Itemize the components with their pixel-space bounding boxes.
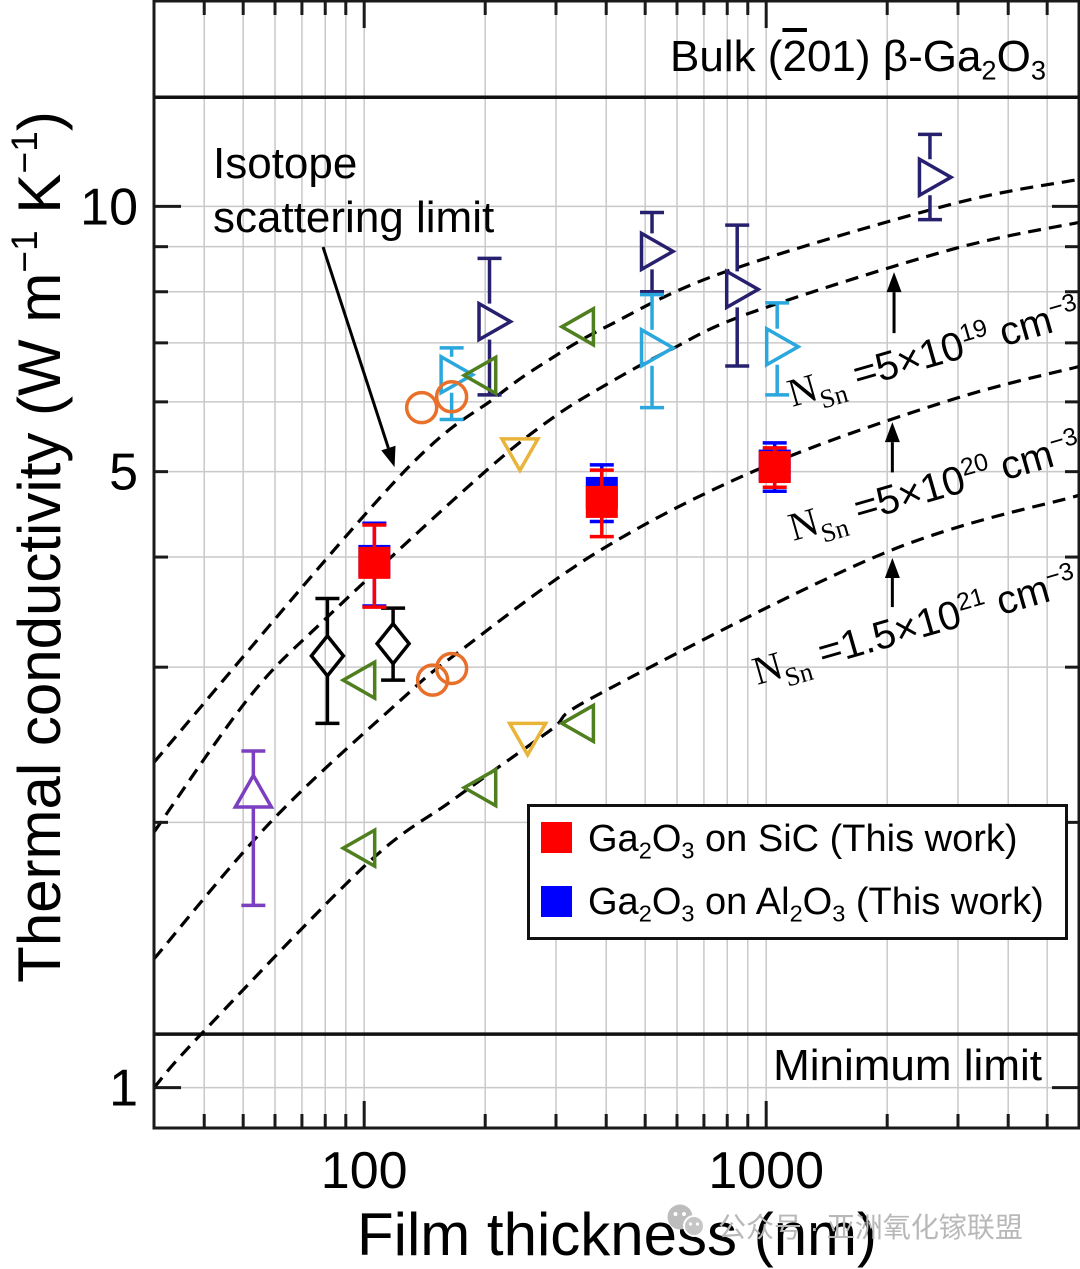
reference-lines [154, 95, 1079, 1036]
arrow-head-icon [884, 422, 900, 443]
triangle-left-marker [339, 659, 377, 702]
legend-label-al2o3: Ga2O3 on Al2O3 (This work) [588, 883, 1044, 933]
triangle-right-marker [917, 156, 955, 199]
arrow-head-icon [886, 272, 902, 293]
triangle-left-marker [339, 827, 377, 870]
text-run: on SiC (This work) [694, 818, 1018, 860]
triangle-left-marker [558, 702, 596, 745]
y-tick-label: 1 [109, 1060, 138, 1118]
square-marker [585, 485, 618, 518]
text-run: cm [980, 566, 1055, 627]
circle-marker [404, 390, 439, 425]
tick-labels: 100 1000 1 5 10 [80, 178, 824, 1200]
triangle-right-marker [477, 300, 515, 343]
text-run: 01) β-Ga [806, 32, 982, 81]
superscript-text: −1 [3, 230, 45, 273]
text-run: Thermal conductivity (W m [6, 272, 74, 983]
y-tick-label: 10 [80, 178, 138, 236]
isotope-limit-curve [154, 177, 1079, 764]
overlined-text: 2 [782, 32, 807, 81]
x-tick-label: 1000 [708, 1142, 824, 1200]
square-marker [358, 546, 391, 579]
text-run: cm [984, 432, 1059, 493]
subscript-text: 2 [638, 900, 652, 927]
text-run: O [996, 32, 1031, 81]
legend: Ga2O3 on SiC (This work) Ga2O3 on Al2O3 … [527, 804, 1068, 940]
isotope-label-line-1: Isotope [213, 139, 357, 188]
arrow-head-icon [381, 445, 396, 468]
model-curves [154, 177, 1079, 1089]
subscript-text: 2 [981, 54, 997, 86]
triangle-left-marker [460, 766, 498, 809]
text-run: O [802, 881, 833, 923]
diamond-marker [309, 633, 346, 679]
x-axis-label: Film thickness (nm) [357, 1201, 877, 1268]
x-tick-label: 100 [321, 1142, 408, 1200]
triangle-right-marker [724, 268, 762, 311]
bulk-limit-label: Bulk (201) β-Ga2O3 [670, 35, 1046, 93]
isotope-label-line-2: scattering limit [213, 193, 494, 242]
legend-swatch-al2o3 [541, 886, 572, 917]
axis-ticks [154, 1, 1079, 1128]
triangle-right-marker [639, 230, 677, 273]
text-run: Ga [588, 881, 639, 923]
legend-swatch-sic [541, 822, 572, 853]
doping-1p5e21-curve [154, 493, 1079, 1089]
data-markers [232, 132, 955, 908]
text-run: O [651, 818, 682, 860]
text-run: Ga [588, 818, 639, 860]
subscript-text: 3 [681, 837, 695, 864]
subscript-text: 3 [681, 900, 695, 927]
minimum-limit-label: Minimum limit [773, 1041, 1042, 1090]
text-run: Bulk ( [669, 32, 783, 81]
circle-marker [434, 651, 469, 686]
doping-5e20-curve [154, 364, 1079, 960]
arrow-head-icon [884, 558, 900, 579]
superscript-text: −3 [1046, 422, 1080, 457]
circle-marker [434, 380, 469, 414]
plot-frame [152, 0, 1080, 1130]
text-run: on Al [694, 881, 790, 923]
subscript-text: 2 [789, 900, 803, 927]
y-axis-label: Thermal conductivity (W m−1 K−1) [0, 97, 73, 997]
subscript-text: 3 [832, 900, 846, 927]
subscript-text: 2 [638, 837, 652, 864]
watermark-text: 公众号 · 亚洲氧化镓联盟 [718, 1212, 1023, 1243]
text-run: (This work) [845, 881, 1044, 923]
triangle-left-marker [460, 354, 498, 397]
triangle-left-marker [558, 305, 596, 348]
circle-marker [415, 663, 450, 697]
text-run: ) [6, 111, 74, 132]
wechat-icon [667, 1204, 705, 1237]
triangle-right-marker [639, 326, 677, 369]
annotation-arrow-shaft [321, 246, 390, 449]
doping-5e19-curve [154, 220, 1079, 834]
legend-label-sic: Ga2O3 on SiC (This work) [588, 820, 1018, 870]
triangle-down-marker [506, 721, 549, 759]
subscript-text: 3 [1030, 54, 1046, 86]
triangle-right-marker [764, 325, 802, 368]
text-run: cm [983, 298, 1058, 359]
text-run: K [6, 173, 74, 231]
triangle-up-marker [232, 771, 275, 809]
y-tick-label: 5 [109, 444, 138, 502]
annotation-arrows [321, 246, 902, 608]
text-run: O [651, 881, 682, 923]
superscript-text: −1 [3, 131, 45, 174]
triangle-down-marker [498, 437, 541, 474]
square-marker [758, 451, 791, 484]
diamond-marker [374, 620, 412, 667]
